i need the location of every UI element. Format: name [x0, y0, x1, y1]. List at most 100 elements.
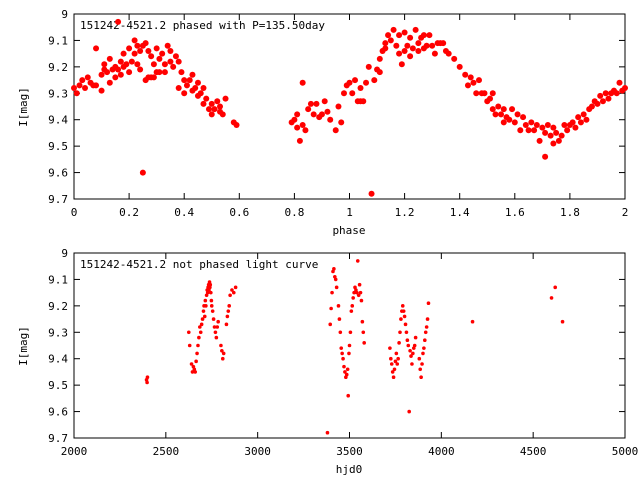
phased-data-point [150, 61, 157, 68]
phased-data-point [115, 66, 122, 73]
phased-data-point [456, 63, 463, 70]
unphased-data-point [208, 285, 212, 290]
phased-data-point [76, 82, 83, 89]
unphased-data-point [392, 367, 397, 372]
phased-data-point [172, 53, 179, 60]
unphased-data-point [549, 296, 554, 300]
unphased-data-point [346, 393, 351, 398]
phased-data-point [371, 77, 378, 84]
phased-data-point [192, 85, 199, 91]
unphased-data-point [410, 362, 414, 366]
phased-data-point [533, 122, 540, 128]
unphased-data-point [356, 293, 361, 298]
unphased-data-point [351, 296, 355, 300]
unphased-data-point [230, 288, 234, 292]
unphased-data-point [338, 330, 343, 335]
unphased-data-point [560, 319, 565, 324]
phased-data-point [542, 129, 549, 136]
unphased-data-point [398, 330, 402, 335]
phased-x-tick-label: 0.8 [284, 206, 304, 219]
unphased-data-point [424, 325, 429, 329]
unphased-data-point [349, 309, 354, 313]
phased-x-tick-label: 0.6 [229, 206, 249, 219]
phased-data-point [360, 98, 367, 105]
unphased-y-tick-label: 9.5 [48, 379, 68, 392]
phased-data-point [115, 18, 122, 25]
phased-data-point [594, 100, 601, 107]
phased-data-point [208, 100, 215, 107]
unphased-data-point [347, 351, 351, 356]
phased-data-point [189, 71, 196, 78]
unphased-data-point [360, 319, 365, 324]
unphased-data-point [423, 330, 428, 335]
phased-data-point [161, 61, 168, 68]
phased-data-point [208, 111, 215, 118]
phased-data-point [528, 119, 535, 126]
phased-data-point [126, 69, 133, 76]
unphased-data-point [196, 343, 200, 348]
phased-data-point [605, 95, 612, 102]
unphased-data-point [342, 364, 346, 369]
unphased-data-point [332, 267, 336, 271]
phased-data-point [525, 127, 532, 134]
unphased-data-point [362, 341, 366, 345]
phased-data-point [233, 122, 240, 128]
unphased-data-point [404, 330, 409, 335]
phased-data-point [340, 90, 347, 97]
unphased-data-point [213, 330, 218, 335]
phased-data-point [407, 34, 414, 41]
phased-data-point [321, 98, 328, 105]
unphased-data-point [187, 343, 192, 348]
unphased-data-point [401, 309, 406, 313]
unphased-data-point [210, 309, 215, 313]
phased-data-point [550, 140, 557, 147]
phased-data-point [517, 127, 524, 134]
phased-data-point [346, 79, 353, 86]
phased-data-point [139, 169, 146, 176]
phased-x-tick-label: 0 [71, 206, 78, 219]
unphased-data-point [340, 351, 344, 356]
phased-x-tick-label: 0.2 [119, 206, 139, 219]
unphased-data-point [405, 338, 410, 343]
phased-data-point [178, 69, 185, 76]
phased-data-point [376, 55, 383, 62]
phased-x-tick-label: 1 [346, 206, 353, 219]
phased-data-point [539, 124, 546, 131]
unphased-data-point [203, 298, 208, 303]
phased-y-tick-label: 9.3 [48, 87, 68, 100]
unphased-data-point [355, 259, 360, 263]
unphased-data-point [215, 325, 220, 329]
unphased-y-tick-label: 9.4 [48, 353, 68, 366]
phased-data-point [357, 85, 364, 91]
phased-data-point [98, 87, 105, 94]
unphased-data-point [423, 338, 427, 343]
phased-data-point [464, 82, 471, 89]
unphased-data-point [390, 370, 395, 374]
phased-y-tick-label: 9.6 [48, 167, 68, 180]
unphased-y-tick-label: 9 [61, 247, 68, 260]
phased-data-point [363, 79, 370, 86]
unphased-data-point [411, 351, 415, 356]
unphased-data-point [389, 356, 393, 361]
unphased-data-point [348, 330, 353, 335]
phased-y-tick-label: 9.1 [48, 34, 68, 47]
phased-data-point [156, 55, 163, 62]
phased-data-point [302, 127, 309, 134]
phased-data-point [473, 90, 480, 97]
phased-data-point [498, 111, 505, 118]
phased-data-point [82, 85, 89, 91]
unphased-data-point [422, 346, 426, 350]
unphased-data-point [394, 351, 399, 356]
phased-x-tick-label: 1.6 [505, 206, 525, 219]
phased-data-point [98, 71, 105, 78]
phased-data-point [137, 66, 144, 73]
unphased-data-point [199, 322, 204, 327]
unphased-data-point [219, 343, 223, 348]
phased-data-point [580, 111, 587, 118]
phased-data-point [134, 61, 141, 68]
phased-data-point [167, 48, 174, 54]
phased-data-point [368, 190, 375, 197]
unphased-data-point [355, 290, 359, 295]
phased-data-point [222, 95, 229, 102]
phased-data-point [153, 45, 160, 52]
